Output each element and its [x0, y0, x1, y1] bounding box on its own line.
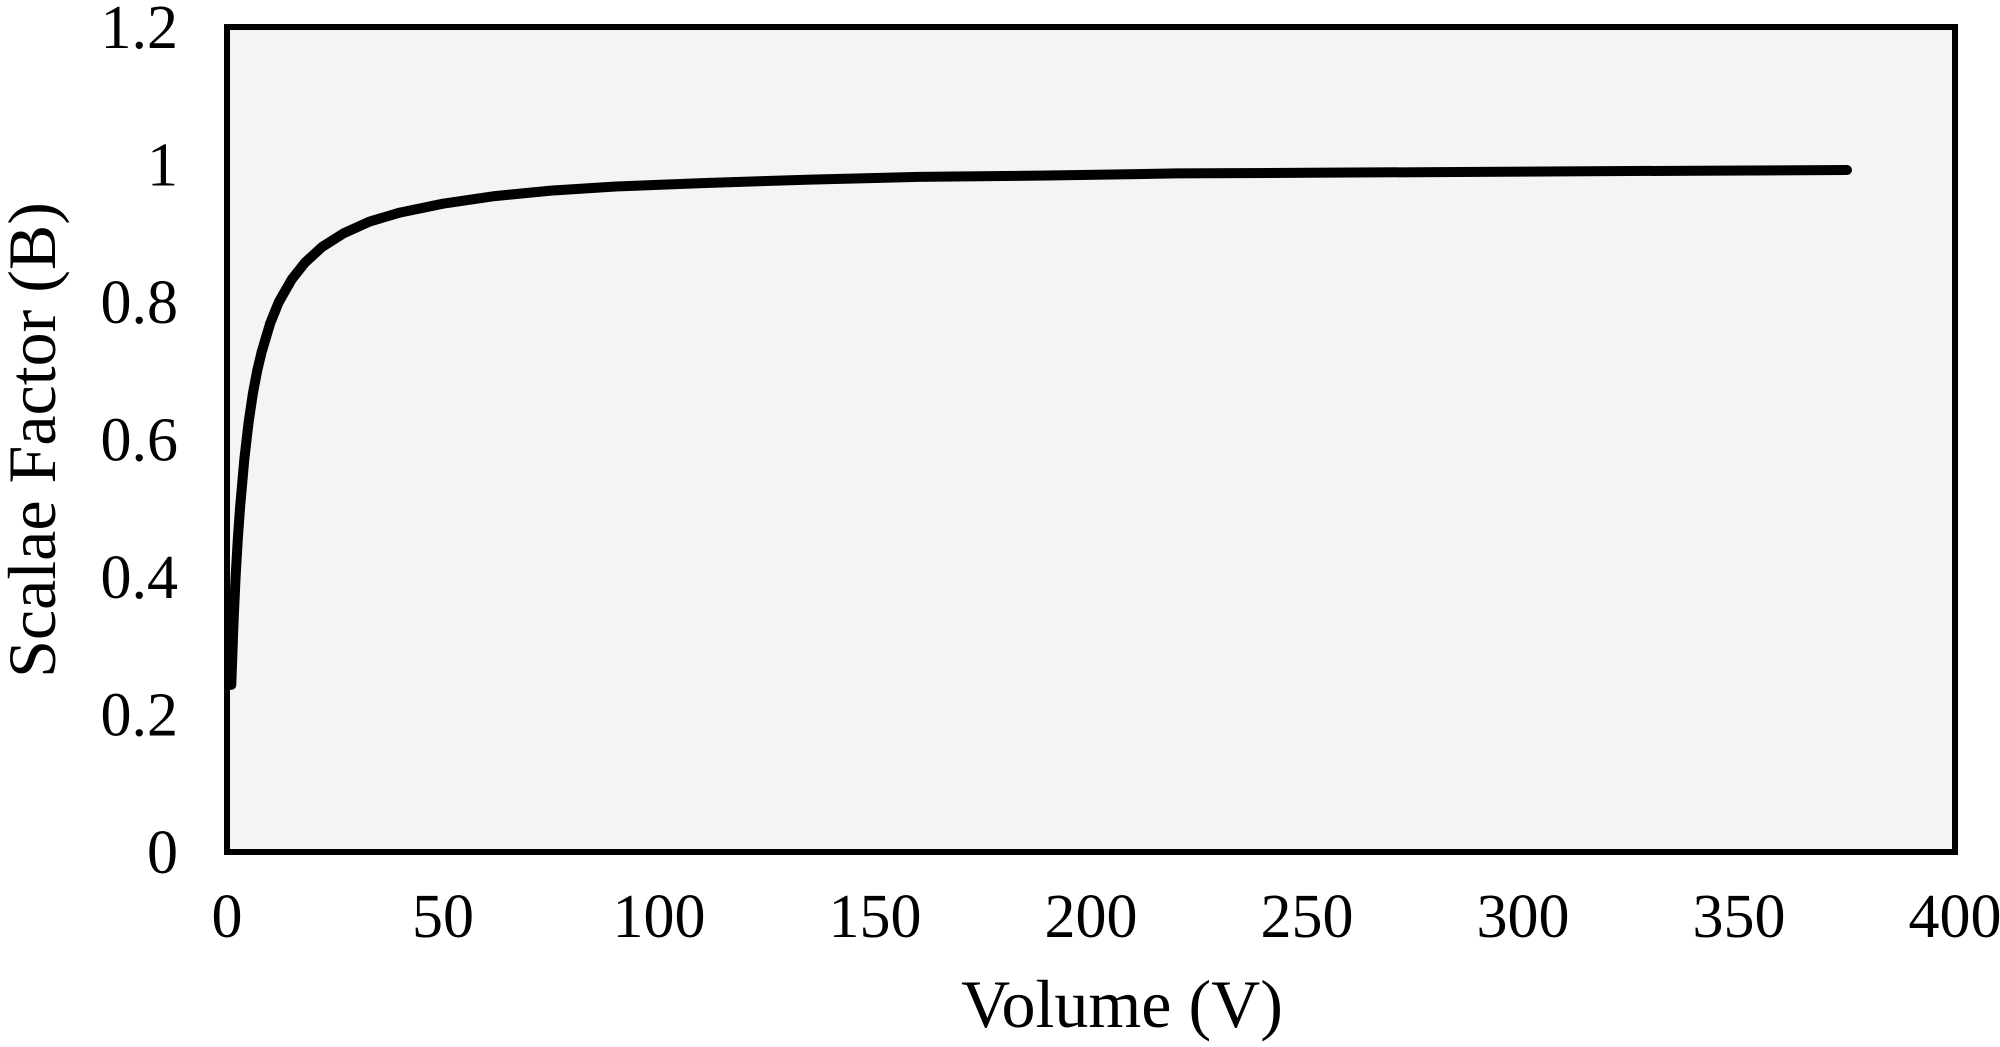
y-tick-label: 0.6 — [101, 407, 179, 475]
x-tick-label: 350 — [1693, 883, 1786, 951]
y-tick-label: 0.4 — [101, 544, 179, 612]
x-tick-label: 400 — [1909, 883, 2000, 951]
x-tick-label: 50 — [412, 883, 474, 951]
x-tick-label: 0 — [212, 883, 243, 951]
y-tick-label: 0 — [147, 819, 178, 887]
x-axis-tick-labels: 0 50 100 150 200 250 300 350 400 — [212, 883, 2000, 951]
x-axis-title: Volume (V) — [961, 966, 1283, 1042]
x-tick-label: 200 — [1045, 883, 1138, 951]
y-tick-label: 1 — [147, 132, 178, 200]
x-tick-label: 100 — [613, 883, 706, 951]
plot-area — [224, 24, 1958, 855]
y-axis-title: Scalae Factor (B) — [0, 202, 70, 678]
y-tick-label: 0.8 — [101, 269, 179, 337]
y-tick-label: 0.2 — [101, 682, 179, 750]
y-axis-tick-labels: 0 0.2 0.4 0.6 0.8 1 1.2 — [101, 0, 179, 887]
y-tick-label: 1.2 — [101, 0, 179, 62]
x-tick-label: 300 — [1477, 883, 1570, 951]
x-tick-label: 150 — [829, 883, 922, 951]
series-curve — [226, 165, 1852, 690]
x-tick-label: 250 — [1261, 883, 1354, 951]
